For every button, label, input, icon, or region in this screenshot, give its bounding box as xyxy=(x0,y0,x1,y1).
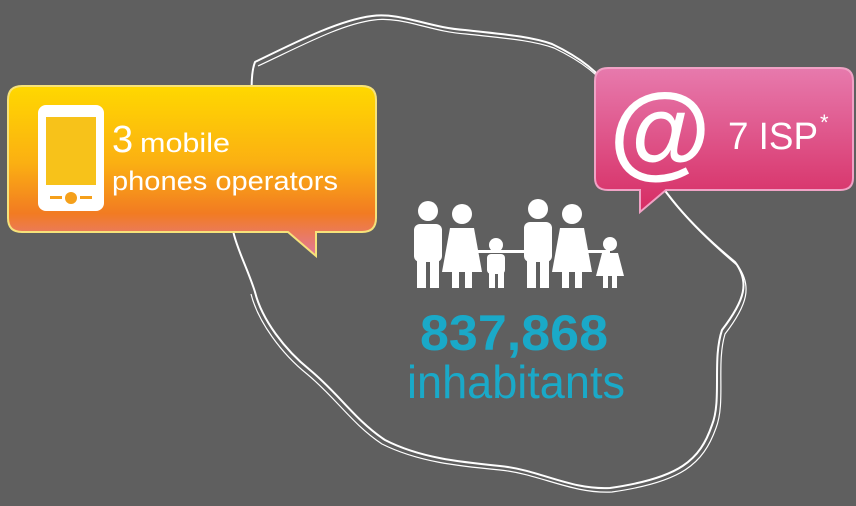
mobile-operators-bubble: 3 mobile phones operators xyxy=(7,85,377,259)
island-outline xyxy=(230,14,747,493)
operators-line2: phones operators xyxy=(112,166,338,196)
population-value: 837,868 xyxy=(420,305,608,361)
phone-icon xyxy=(38,105,104,211)
at-icon: @ xyxy=(609,73,710,189)
family-icon xyxy=(414,199,624,288)
operators-line1: mobile xyxy=(140,128,230,158)
operators-number: 3 xyxy=(112,119,133,161)
isp-mark: * xyxy=(820,110,829,135)
population-label: inhabitants xyxy=(407,356,625,408)
isp-text: 7 ISP xyxy=(728,116,818,158)
isp-bubble: @ 7 ISP * xyxy=(594,67,854,215)
